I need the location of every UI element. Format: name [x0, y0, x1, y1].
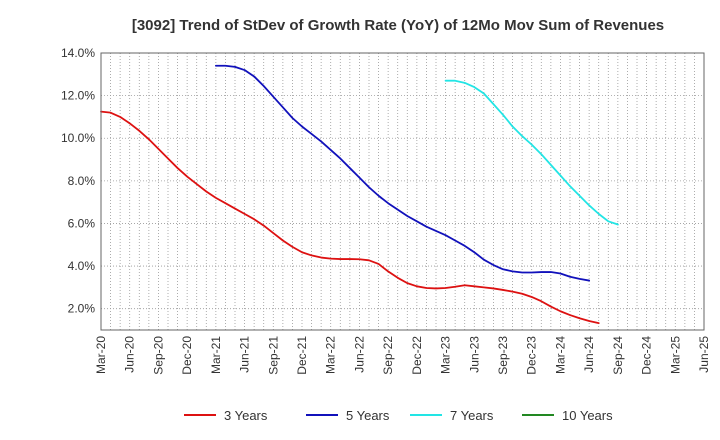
x-tick-label: Sep-20	[151, 336, 165, 375]
x-tick-label: Mar-20	[94, 336, 108, 374]
x-tick-label: Mar-22	[324, 336, 338, 374]
y-tick-label: 10.0%	[61, 131, 95, 145]
x-axis: Mar-20 Jun-20 Sep-20 Dec-20 Mar-21 Jun-21 Sep-…	[94, 336, 711, 375]
y-tick-label: 8.0%	[68, 174, 96, 188]
plot-area	[101, 53, 704, 330]
x-tick-label: Dec-23	[525, 336, 539, 375]
x-tick-label: Jun-24	[582, 336, 596, 373]
x-tick-label: Jun-25	[697, 336, 711, 373]
x-tick-label: Sep-22	[381, 336, 395, 375]
x-tick-label: Mar-23	[439, 336, 453, 374]
series-line-7-years	[444, 79, 619, 226]
y-tick-label: 2.0%	[68, 302, 96, 316]
series-line-3-years	[100, 110, 600, 325]
x-tick-label: Dec-24	[640, 336, 654, 375]
x-tick-label: Sep-21	[266, 336, 280, 375]
legend-label: 3 Years	[224, 408, 268, 423]
y-tick-label: 12.0%	[61, 89, 95, 103]
x-tick-label: Mar-25	[668, 336, 682, 374]
x-tick-label: Dec-21	[295, 336, 309, 375]
chart-title: [3092] Trend of StDev of Growth Rate (Yo…	[132, 17, 664, 34]
x-tick-label: Mar-21	[209, 336, 223, 374]
y-axis: 2.0% 4.0% 6.0% 8.0% 10.0% 12.0% 14.0%	[61, 46, 95, 316]
data-series	[100, 64, 619, 325]
grid-lines	[101, 52, 704, 330]
x-tick-label: Dec-20	[180, 336, 194, 375]
legend-label: 5 Years	[346, 408, 390, 423]
x-tick-label: Dec-22	[410, 336, 424, 375]
x-tick-label: Jun-21	[238, 336, 252, 373]
y-tick-label: 14.0%	[61, 46, 95, 60]
y-tick-label: 4.0%	[68, 259, 96, 273]
legend: 3 Years 5 Years 7 Years 10 Years	[184, 408, 613, 423]
legend-label: 7 Years	[450, 408, 494, 423]
x-tick-label: Jun-23	[467, 336, 481, 373]
x-tick-label: Sep-23	[496, 336, 510, 375]
x-tick-label: Sep-24	[611, 336, 625, 375]
x-tick-label: Jun-20	[123, 336, 137, 373]
series-line-5-years	[214, 64, 591, 282]
y-tick-label: 6.0%	[68, 216, 96, 230]
legend-label: 10 Years	[562, 408, 613, 423]
plot-border	[100, 52, 705, 331]
x-tick-label: Jun-22	[352, 336, 366, 373]
x-tick-label: Mar-24	[553, 336, 567, 374]
